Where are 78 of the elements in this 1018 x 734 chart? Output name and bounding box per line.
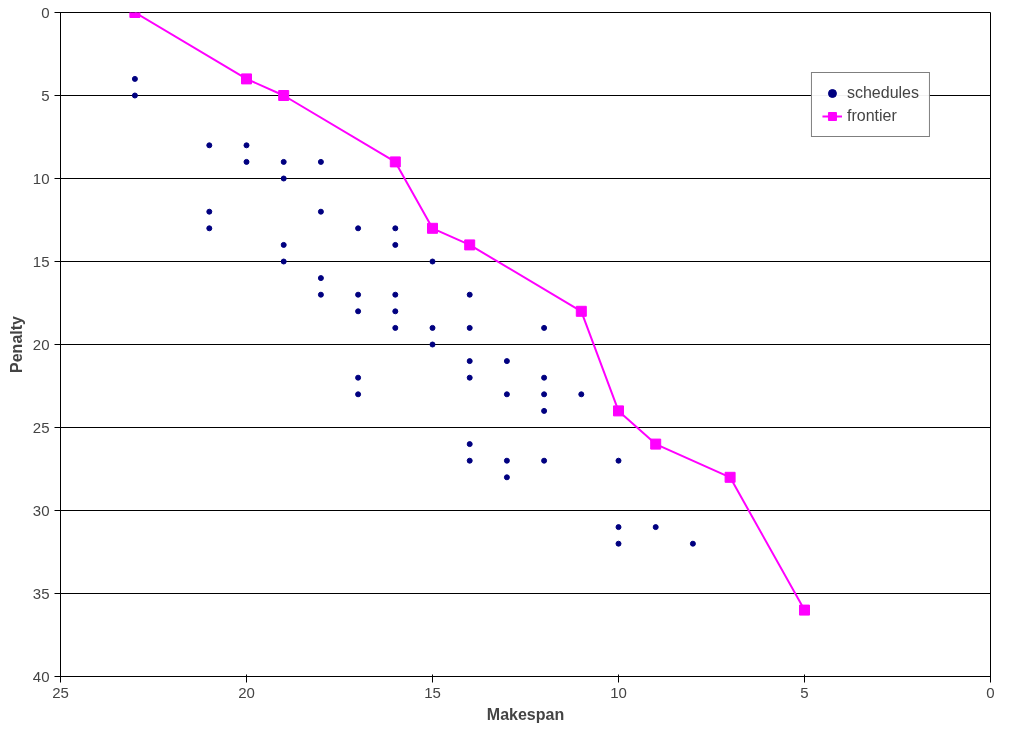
point (427, 222, 438, 234)
point (355, 391, 362, 398)
point (317, 291, 324, 298)
x-axis-title: Makespan (486, 705, 565, 723)
y-axis-title: Penalty (7, 315, 25, 373)
point (615, 540, 622, 547)
point (355, 225, 362, 232)
point (503, 391, 510, 398)
x-tick-label: 15 (424, 683, 441, 701)
point (280, 258, 287, 265)
point (464, 239, 476, 251)
legend-label: schedules (846, 84, 919, 102)
point (613, 405, 624, 417)
point (652, 524, 659, 531)
point (392, 324, 399, 331)
point (578, 391, 585, 398)
point (206, 208, 213, 215)
x-tick-label: 10 (610, 683, 627, 701)
point (392, 225, 399, 232)
point (799, 604, 810, 616)
point (131, 75, 138, 82)
point (503, 457, 510, 464)
point (429, 324, 436, 331)
point (280, 241, 287, 248)
point (429, 258, 436, 265)
point (392, 241, 399, 248)
point (575, 305, 587, 317)
point (131, 92, 138, 99)
y-tick-label: 15 (32, 252, 50, 270)
point (206, 142, 213, 149)
x-tick-label: 25 (52, 683, 69, 701)
point (466, 324, 473, 331)
point (278, 90, 290, 101)
point (317, 158, 324, 165)
point (389, 156, 401, 168)
point (355, 374, 362, 381)
legend-label: frontier (846, 107, 897, 125)
point (392, 308, 399, 315)
point (317, 275, 324, 282)
point (466, 441, 473, 448)
point (241, 73, 252, 85)
y-tick-label: 5 (41, 86, 50, 104)
point (615, 524, 622, 531)
y-tick-label: 30 (32, 501, 50, 519)
x-tick-label: 20 (238, 683, 255, 701)
point (280, 175, 287, 182)
point (541, 374, 548, 381)
point (355, 291, 362, 298)
point (466, 457, 473, 464)
point (392, 291, 399, 298)
y-tick-label: 10 (32, 169, 50, 187)
point (243, 142, 250, 149)
point (724, 471, 736, 483)
point (206, 225, 213, 232)
point (466, 358, 473, 365)
y-tick-label: 35 (32, 584, 50, 602)
x-tick-label: 5 (800, 683, 809, 701)
point (243, 158, 250, 165)
point (503, 358, 510, 365)
point (541, 457, 548, 464)
point (355, 308, 362, 315)
x-tick-label: 0 (986, 683, 995, 701)
point (280, 158, 287, 165)
point (503, 474, 510, 481)
point (466, 291, 473, 298)
y-tick-label: 25 (32, 418, 50, 436)
point (541, 391, 548, 398)
point (429, 341, 436, 348)
point (317, 208, 324, 215)
point (689, 540, 696, 547)
point (541, 407, 548, 414)
y-tick-label: 0 (41, 3, 50, 21)
y-tick-label: 20 (32, 335, 50, 353)
point (541, 324, 548, 331)
point (466, 374, 473, 381)
point (615, 457, 622, 464)
y-tick-label: 40 (32, 667, 50, 685)
point (650, 438, 662, 450)
